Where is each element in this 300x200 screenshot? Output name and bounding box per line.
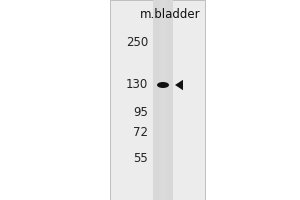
Bar: [169, 0, 170, 200]
Bar: [156, 0, 157, 200]
Bar: [161, 0, 162, 200]
Bar: [170, 0, 171, 200]
Ellipse shape: [157, 82, 169, 88]
Bar: [167, 0, 168, 200]
Bar: [162, 0, 163, 200]
Polygon shape: [175, 80, 183, 90]
Bar: [159, 0, 160, 200]
Bar: [166, 0, 167, 200]
Bar: [157, 0, 158, 200]
Text: 72: 72: [133, 126, 148, 138]
Bar: [154, 0, 155, 200]
Text: 95: 95: [133, 106, 148, 118]
Bar: [172, 0, 173, 200]
Bar: [165, 0, 166, 200]
Text: m.bladder: m.bladder: [140, 8, 200, 21]
Bar: [153, 0, 173, 200]
Bar: [155, 0, 156, 200]
Bar: [158, 0, 159, 200]
Bar: [164, 0, 165, 200]
Bar: [163, 0, 164, 200]
Bar: [153, 0, 154, 200]
Bar: [160, 0, 161, 200]
Text: 130: 130: [126, 78, 148, 92]
Text: 250: 250: [126, 36, 148, 48]
Text: 55: 55: [133, 152, 148, 164]
Bar: [171, 0, 172, 200]
Bar: [110, 0, 205, 200]
Bar: [168, 0, 169, 200]
